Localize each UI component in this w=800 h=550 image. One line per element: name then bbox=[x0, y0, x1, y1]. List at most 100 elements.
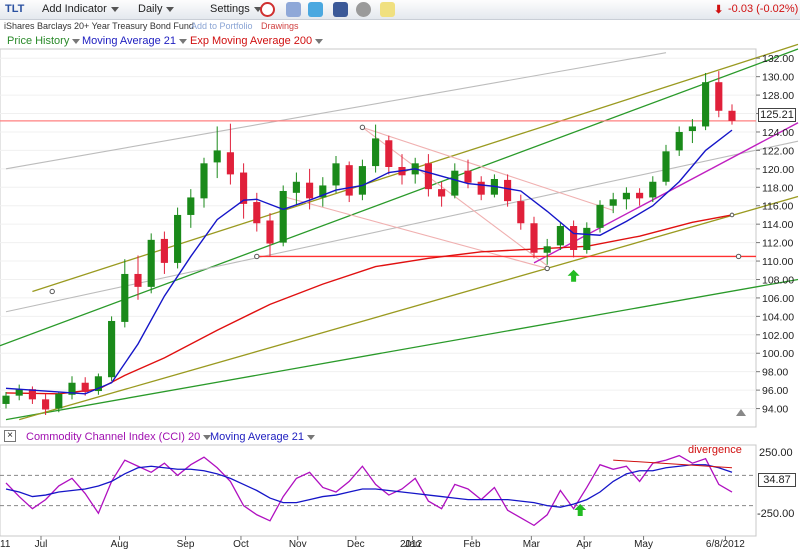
candle bbox=[160, 231, 168, 274]
candle bbox=[596, 200, 604, 233]
cci-tick-bottom: -250.00 bbox=[757, 508, 795, 520]
candle-body bbox=[266, 220, 274, 244]
candles-layer bbox=[2, 71, 736, 416]
add-indicator-label: Add Indicator bbox=[42, 3, 107, 15]
cci-line bbox=[5, 454, 733, 527]
legend-cci[interactable]: Commodity Channel Index (CCI) 20 bbox=[26, 431, 212, 443]
candle-body bbox=[477, 181, 485, 195]
candle bbox=[213, 126, 221, 179]
candle bbox=[42, 393, 50, 416]
candle bbox=[372, 124, 380, 173]
candle bbox=[358, 159, 366, 201]
candle bbox=[2, 391, 10, 409]
candle-body bbox=[2, 395, 10, 404]
note-icon[interactable] bbox=[380, 2, 395, 17]
settings-menu[interactable]: Settings bbox=[210, 3, 262, 15]
candle-body bbox=[174, 214, 182, 263]
scroll-up-icon bbox=[736, 409, 746, 416]
ticker-symbol[interactable]: TLT bbox=[5, 3, 25, 15]
add-indicator-menu[interactable]: Add Indicator bbox=[42, 3, 119, 15]
candle-body bbox=[160, 238, 168, 263]
candle bbox=[675, 126, 683, 156]
candle-body bbox=[715, 82, 723, 111]
legend-cci-ma21-label: Moving Average 21 bbox=[210, 431, 304, 443]
chevron-down-icon bbox=[253, 6, 262, 12]
candle bbox=[385, 135, 393, 175]
candle bbox=[636, 188, 644, 206]
candle bbox=[121, 259, 129, 328]
period-select[interactable]: Daily bbox=[138, 3, 175, 15]
x-tick-label: Dec bbox=[347, 539, 365, 550]
chevron-down-icon bbox=[110, 6, 119, 12]
chevron-down-icon bbox=[306, 434, 315, 440]
fund-name: iShares Barclays 20+ Year Treasury Bond … bbox=[4, 21, 194, 31]
candle-body bbox=[438, 189, 446, 197]
alarm-clock-icon[interactable] bbox=[260, 2, 275, 17]
trendline-layer bbox=[0, 43, 799, 421]
candle-body bbox=[570, 226, 578, 250]
candle-body bbox=[240, 172, 248, 204]
candle bbox=[134, 255, 142, 300]
chevron-down-icon bbox=[203, 434, 212, 440]
candle bbox=[319, 177, 327, 207]
legend-ma21[interactable]: Moving Average 21 bbox=[82, 35, 187, 47]
chevron-down-icon bbox=[166, 6, 175, 12]
candle-body bbox=[517, 201, 525, 224]
settings-label: Settings bbox=[210, 3, 250, 15]
x-tick-label: May bbox=[634, 539, 653, 550]
candle-body bbox=[134, 273, 142, 287]
candle bbox=[451, 163, 459, 199]
candle-body bbox=[504, 179, 512, 202]
candle bbox=[530, 216, 538, 259]
cci-up-arrow-icon bbox=[574, 504, 587, 516]
candle bbox=[570, 220, 578, 258]
candle-body bbox=[187, 197, 195, 215]
candle bbox=[81, 377, 89, 396]
twitter-icon[interactable] bbox=[308, 2, 323, 17]
chevron-down-icon bbox=[178, 38, 187, 44]
pink-fan-line bbox=[362, 126, 614, 211]
candle-body bbox=[94, 376, 102, 392]
price-change: -0.03 (-0.02%) bbox=[728, 3, 799, 15]
y-tick-label: 102.00 bbox=[762, 330, 794, 342]
legend-cci-ma21[interactable]: Moving Average 21 bbox=[210, 431, 315, 443]
candle bbox=[556, 222, 564, 250]
lower-green-channel bbox=[5, 278, 799, 421]
facebook-icon[interactable] bbox=[333, 2, 348, 17]
candle-body bbox=[385, 140, 393, 168]
candle-body bbox=[622, 192, 630, 200]
legend-ema200[interactable]: Exp Moving Average 200 bbox=[190, 35, 324, 47]
x-tick-label: Jul bbox=[35, 539, 48, 550]
candle bbox=[187, 189, 195, 228]
y-tick-label: 120.00 bbox=[762, 164, 794, 176]
candle bbox=[226, 123, 234, 185]
candle-body bbox=[292, 181, 300, 193]
candle-body bbox=[68, 382, 76, 395]
candle-body bbox=[702, 82, 710, 127]
drawings-link[interactable]: Drawings bbox=[261, 21, 299, 31]
candle-body bbox=[279, 190, 287, 243]
candle-body bbox=[28, 389, 36, 400]
legend-cci-label: Commodity Channel Index (CCI) 20 bbox=[26, 431, 201, 443]
legend-price-history[interactable]: Price History bbox=[7, 35, 81, 47]
add-to-portfolio-link[interactable]: Add to Portfolio bbox=[191, 21, 253, 31]
anchor-point bbox=[49, 288, 55, 295]
link-icon[interactable] bbox=[356, 2, 371, 17]
close-icon[interactable]: × bbox=[4, 430, 16, 442]
y-tick-label: 118.00 bbox=[762, 182, 793, 194]
x-tick-label: Mar bbox=[523, 539, 541, 550]
period-label: Daily bbox=[138, 3, 163, 15]
x-tick-label: Sep bbox=[177, 539, 195, 550]
cci-plot-area bbox=[0, 444, 757, 537]
candle bbox=[332, 155, 340, 193]
candle bbox=[543, 238, 551, 265]
cci-tick-top: 250.00 bbox=[759, 447, 793, 459]
y-tick-label: 112.00 bbox=[762, 238, 793, 250]
candle-body bbox=[345, 165, 353, 196]
portfolio-icon[interactable] bbox=[286, 2, 301, 17]
candle-body bbox=[596, 204, 604, 228]
candle-body bbox=[42, 399, 50, 410]
candle-body bbox=[636, 192, 644, 199]
anchor-point bbox=[544, 265, 550, 272]
chevron-down-icon bbox=[315, 38, 324, 44]
